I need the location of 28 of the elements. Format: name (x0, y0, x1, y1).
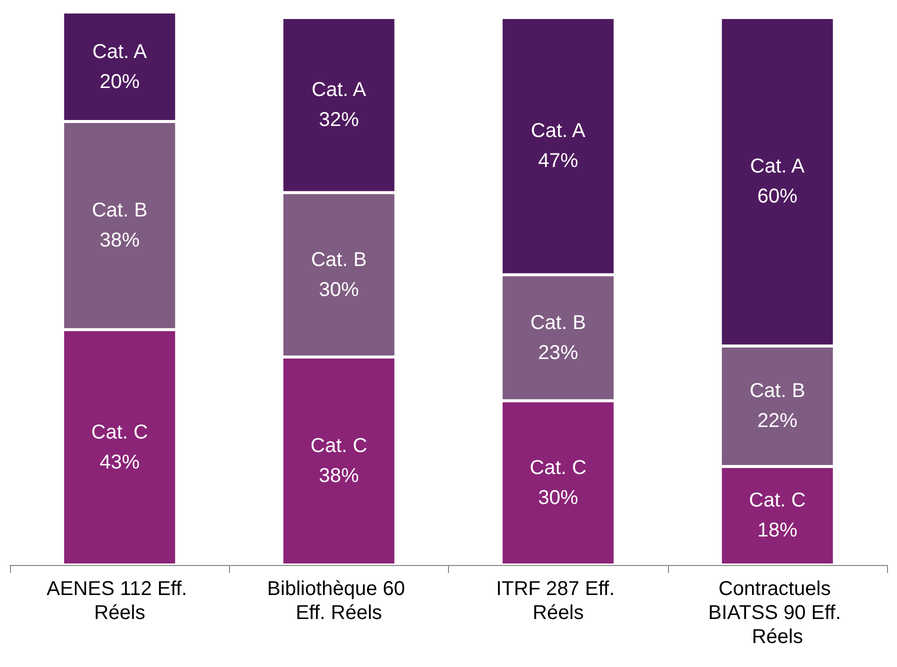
text: Cat. C (310, 434, 368, 457)
data-label: 30% (538, 486, 578, 509)
data-label: 38% (100, 230, 140, 252)
x-tick-label: Contractuels BIATSS 90 Eff. Réels (708, 578, 846, 648)
data-label: 38% (318, 464, 360, 487)
text: Cat. A (312, 79, 366, 102)
text: Cat. A (750, 156, 805, 178)
series-label: Cat. C (749, 490, 806, 512)
text: Cat. A (530, 120, 586, 142)
data-label: 20% (100, 70, 140, 93)
data-label: 60% (757, 186, 798, 208)
data-label: 18% (757, 520, 798, 542)
data-label: 22% (757, 410, 798, 432)
data-label: 23% (538, 342, 578, 364)
text: Cat. C (91, 421, 148, 444)
x-tick-label: Bibliothèque 60 Eff. Réels (267, 578, 411, 624)
text: Cat. B (530, 312, 586, 334)
text: Cat. C (530, 456, 586, 479)
series-label: Cat. B (311, 248, 367, 271)
data-label: 43% (100, 451, 140, 474)
text: Cat. B (750, 380, 806, 402)
text: Cat. B (92, 200, 148, 222)
series-label: Cat. A (92, 40, 148, 63)
data-label: 47% (538, 150, 578, 172)
data-label: 32% (318, 109, 360, 132)
x-tick-label: ITRF 287 Eff. Réels (496, 578, 620, 624)
data-label: 30% (318, 278, 360, 301)
x-tick-label: AENES 112 Eff. Réels (46, 578, 193, 624)
